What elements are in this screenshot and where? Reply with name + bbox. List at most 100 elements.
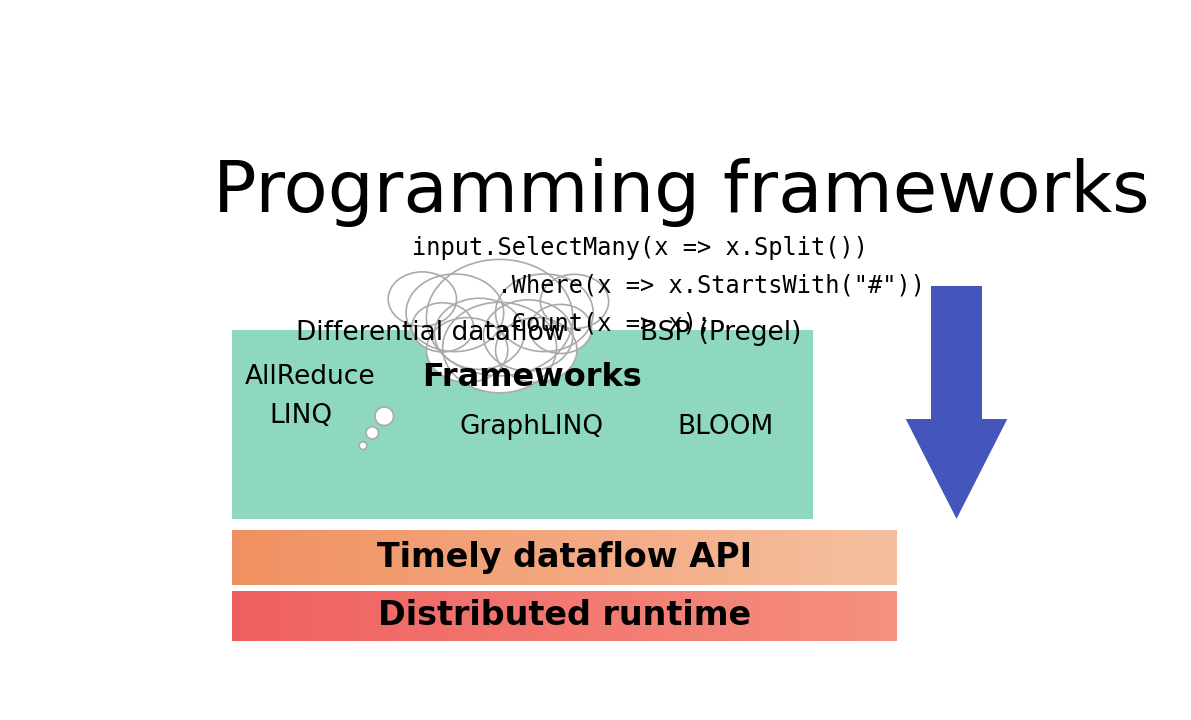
Bar bbox=[697, 591, 706, 641]
Bar bbox=[423, 591, 432, 641]
Bar bbox=[515, 591, 524, 641]
Bar bbox=[274, 591, 282, 641]
Text: BSP (Pregel): BSP (Pregel) bbox=[641, 320, 802, 346]
Bar bbox=[615, 591, 623, 641]
Ellipse shape bbox=[530, 305, 592, 354]
Bar bbox=[688, 591, 698, 641]
Bar bbox=[257, 591, 266, 641]
Bar bbox=[797, 530, 806, 585]
Text: .Where(x => x.StartsWith("#")): .Where(x => x.StartsWith("#")) bbox=[412, 274, 925, 298]
Bar bbox=[623, 530, 631, 585]
Bar bbox=[348, 530, 357, 585]
Bar bbox=[581, 530, 590, 585]
Bar bbox=[598, 530, 606, 585]
Bar bbox=[863, 591, 872, 641]
Bar bbox=[456, 591, 466, 641]
Ellipse shape bbox=[366, 427, 379, 439]
Bar bbox=[364, 591, 374, 641]
Bar bbox=[456, 530, 466, 585]
Bar bbox=[323, 530, 332, 585]
Ellipse shape bbox=[495, 318, 576, 382]
Bar bbox=[299, 530, 307, 585]
Bar bbox=[307, 530, 316, 585]
Bar bbox=[266, 530, 274, 585]
Bar bbox=[813, 530, 823, 585]
Bar bbox=[805, 530, 815, 585]
Bar bbox=[631, 591, 640, 641]
Bar bbox=[888, 591, 897, 641]
Bar bbox=[331, 591, 341, 641]
Bar bbox=[838, 530, 848, 585]
Bar bbox=[506, 530, 516, 585]
Bar bbox=[797, 591, 806, 641]
Bar bbox=[515, 530, 524, 585]
Text: Timely dataflow API: Timely dataflow API bbox=[376, 541, 752, 574]
Bar bbox=[672, 591, 681, 641]
Text: Frameworks: Frameworks bbox=[422, 362, 642, 393]
Ellipse shape bbox=[375, 407, 393, 426]
Ellipse shape bbox=[412, 302, 474, 352]
Bar bbox=[663, 530, 673, 585]
Bar bbox=[481, 591, 491, 641]
Bar bbox=[398, 591, 407, 641]
Ellipse shape bbox=[406, 274, 504, 351]
Bar bbox=[531, 591, 540, 641]
Bar bbox=[498, 591, 507, 641]
Bar bbox=[398, 530, 407, 585]
Bar bbox=[648, 591, 656, 641]
FancyBboxPatch shape bbox=[232, 330, 813, 519]
Bar bbox=[481, 530, 491, 585]
Bar bbox=[389, 530, 399, 585]
Bar bbox=[314, 591, 324, 641]
Text: Programming frameworks: Programming frameworks bbox=[213, 158, 1151, 228]
Bar bbox=[406, 530, 416, 585]
Bar bbox=[506, 591, 516, 641]
Bar bbox=[490, 591, 499, 641]
Bar bbox=[640, 530, 648, 585]
Bar bbox=[573, 530, 581, 585]
Bar bbox=[548, 591, 556, 641]
Bar bbox=[713, 530, 723, 585]
Bar bbox=[414, 591, 424, 641]
Ellipse shape bbox=[484, 300, 573, 371]
Bar bbox=[381, 530, 391, 585]
Bar bbox=[291, 591, 299, 641]
Ellipse shape bbox=[426, 259, 573, 376]
Bar bbox=[590, 530, 598, 585]
Bar bbox=[498, 530, 507, 585]
Bar bbox=[431, 530, 441, 585]
Bar bbox=[364, 530, 374, 585]
Bar bbox=[266, 591, 274, 641]
Bar bbox=[241, 591, 249, 641]
Bar bbox=[331, 530, 341, 585]
Bar bbox=[249, 530, 257, 585]
Bar bbox=[548, 530, 556, 585]
Bar bbox=[323, 591, 332, 641]
Bar bbox=[291, 530, 299, 585]
Bar bbox=[872, 591, 880, 641]
Bar bbox=[373, 530, 382, 585]
Bar bbox=[705, 530, 715, 585]
Bar bbox=[830, 591, 840, 641]
Bar bbox=[565, 530, 573, 585]
Bar bbox=[705, 591, 715, 641]
Bar bbox=[282, 591, 291, 641]
Bar bbox=[606, 591, 615, 641]
Bar bbox=[780, 591, 790, 641]
Bar bbox=[847, 591, 856, 641]
Bar bbox=[763, 530, 773, 585]
Bar bbox=[855, 591, 865, 641]
Bar bbox=[232, 530, 241, 585]
Bar bbox=[540, 530, 548, 585]
Text: input.SelectMany(x => x.Split()): input.SelectMany(x => x.Split()) bbox=[412, 236, 868, 260]
Bar bbox=[722, 591, 731, 641]
Bar bbox=[931, 286, 981, 419]
Bar bbox=[590, 591, 598, 641]
Bar bbox=[738, 591, 748, 641]
Bar bbox=[672, 530, 681, 585]
Bar bbox=[822, 530, 831, 585]
Bar bbox=[381, 591, 391, 641]
Bar bbox=[581, 591, 590, 641]
Bar bbox=[339, 591, 349, 641]
Bar bbox=[822, 591, 831, 641]
